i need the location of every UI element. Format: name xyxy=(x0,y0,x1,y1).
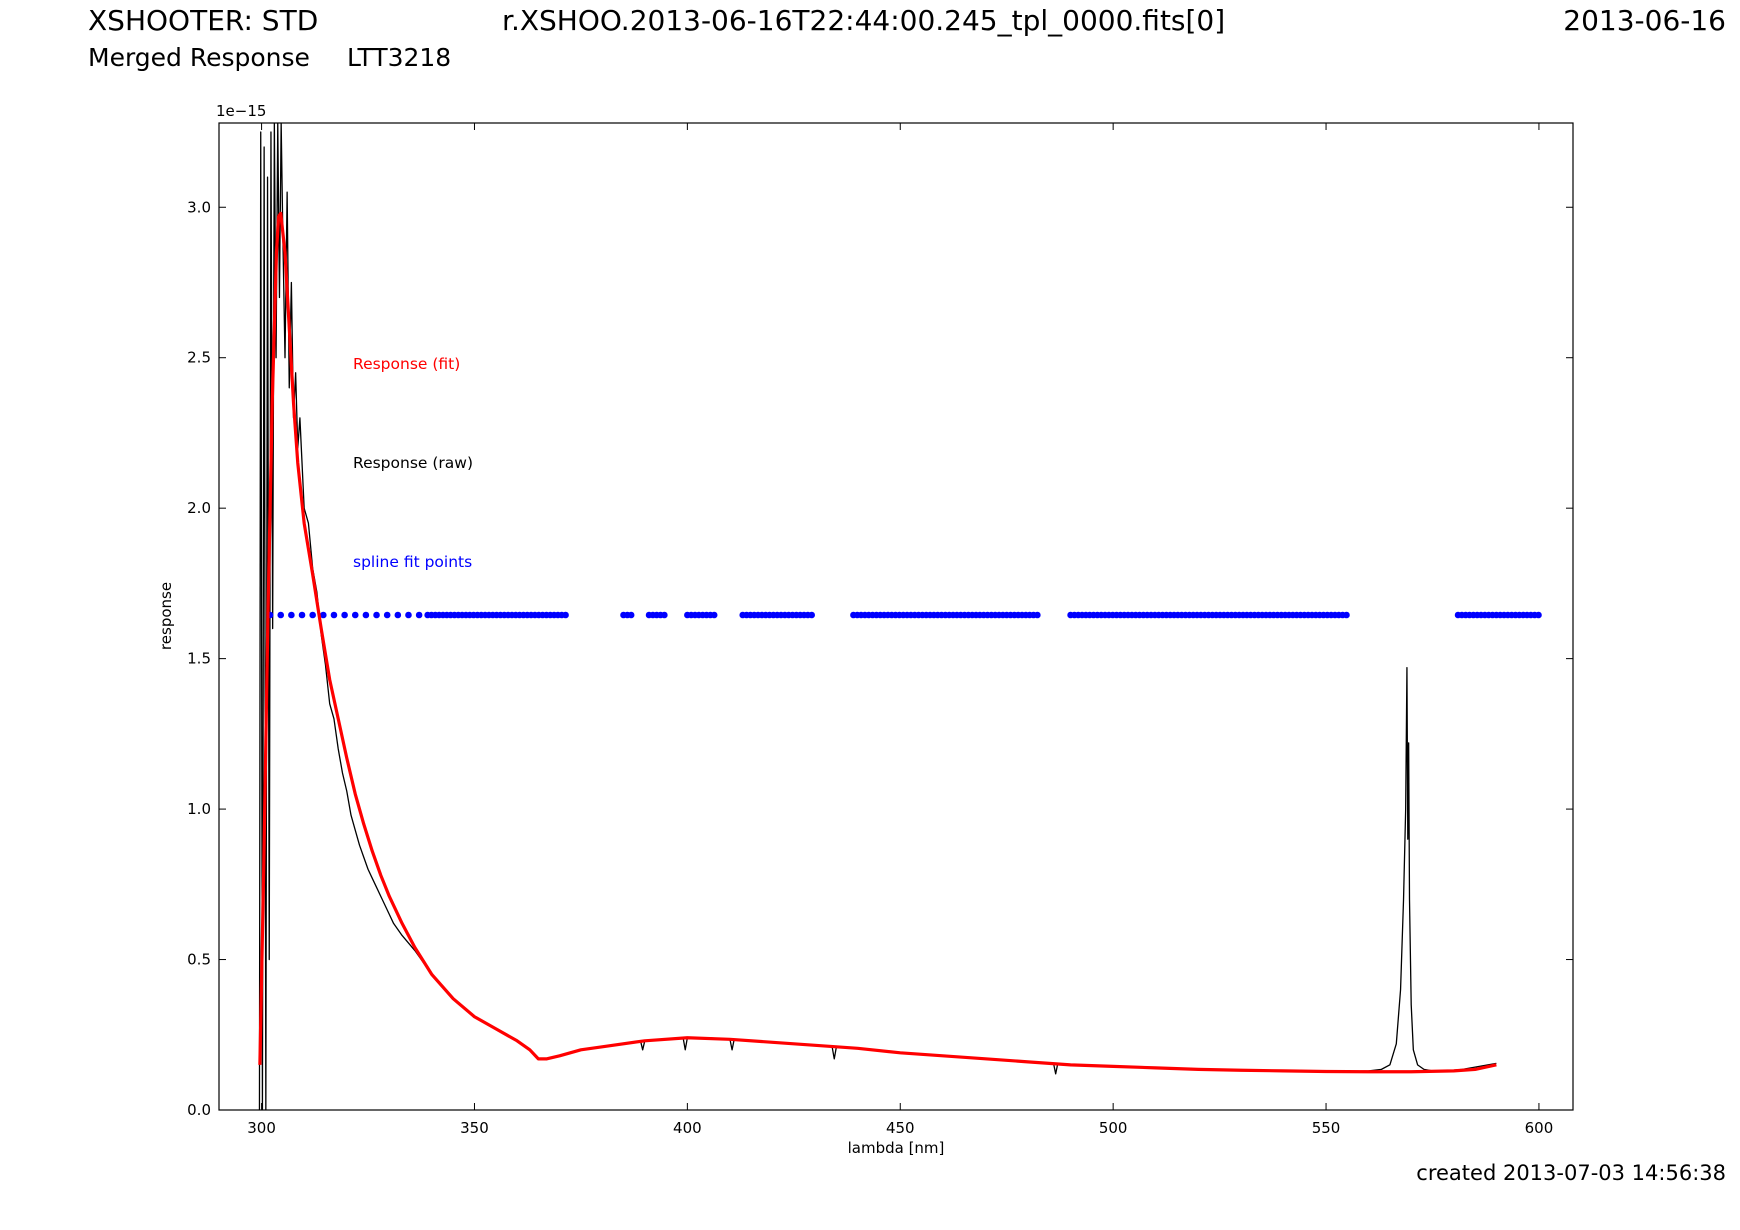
spline-fit-point xyxy=(1535,611,1542,619)
y-tick-label: 1.5 xyxy=(187,650,211,668)
product-subtitle: Merged Response xyxy=(88,43,310,72)
spline-fit-point xyxy=(710,611,718,619)
spline-fit-point xyxy=(309,611,316,619)
spline-fit-point xyxy=(330,611,338,619)
x-tick-label: 350 xyxy=(460,1119,489,1137)
spline-fit-point xyxy=(362,611,370,619)
y-tick-label: 2.0 xyxy=(187,499,211,517)
spline-fit-point xyxy=(394,611,402,619)
y-tick-label: 2.5 xyxy=(187,349,211,367)
spline-fit-point xyxy=(320,611,327,619)
spline-fit-point xyxy=(288,611,295,619)
y-offset-label: 1e−15 xyxy=(216,102,266,120)
date-title: 2013-06-16 xyxy=(1563,4,1726,37)
axes-frame xyxy=(218,122,1574,1111)
x-tick-label: 300 xyxy=(247,1119,276,1137)
series-spline-fit-points xyxy=(266,611,1542,619)
legend-entry: spline fit points xyxy=(353,553,472,571)
x-tick-label: 600 xyxy=(1525,1119,1554,1137)
series-response-fit xyxy=(258,211,1497,1074)
spline-fit-point xyxy=(351,611,359,619)
created-timestamp: created 2013-07-03 14:56:38 xyxy=(1416,1161,1726,1185)
spline-fit-point xyxy=(341,611,348,619)
target-subtitle: LTT3218 xyxy=(347,43,452,72)
plot-area xyxy=(258,123,1542,1110)
spline-fit-point xyxy=(1034,611,1041,619)
x-axis-label: lambda [nm] xyxy=(848,1139,945,1157)
spline-fit-point xyxy=(298,611,306,619)
y-tick-label: 3.0 xyxy=(187,198,211,216)
spline-fit-point xyxy=(661,611,668,619)
x-tick-label: 550 xyxy=(1312,1119,1341,1137)
y-tick-label: 0.0 xyxy=(187,1101,211,1119)
spline-fit-point xyxy=(383,611,391,619)
x-tick-label: 450 xyxy=(886,1119,915,1137)
y-tick-label: 0.5 xyxy=(187,951,211,969)
x-tick-label: 400 xyxy=(673,1119,702,1137)
y-axis-label: response xyxy=(157,582,175,650)
spline-fit-point xyxy=(277,611,285,619)
x-tick-label: 500 xyxy=(1099,1119,1128,1137)
file-title: r.XSHOO.2013-06-16T22:44:00.245_tpl_0000… xyxy=(502,4,1226,37)
spline-fit-point xyxy=(373,611,380,619)
legend-entry: Response (fit) xyxy=(353,355,460,373)
spline-fit-point xyxy=(627,611,635,619)
spline-fit-point xyxy=(808,611,815,619)
spline-fit-point xyxy=(562,611,569,619)
instrument-title: XSHOOTER: STD xyxy=(88,4,319,37)
spline-fit-point xyxy=(405,611,412,619)
axis-ticks: 300 350 400 450 500 550 600 0.0 0.5 1.0 1.5 2.0 2.5 3… xyxy=(187,123,1573,1137)
legend: Response (fit) Response (raw) spline fit p… xyxy=(353,355,473,571)
spline-fit-point xyxy=(415,611,423,619)
legend-entry: Response (raw) xyxy=(353,454,473,472)
y-tick-label: 1.0 xyxy=(187,800,211,818)
spline-fit-point xyxy=(1343,611,1350,619)
